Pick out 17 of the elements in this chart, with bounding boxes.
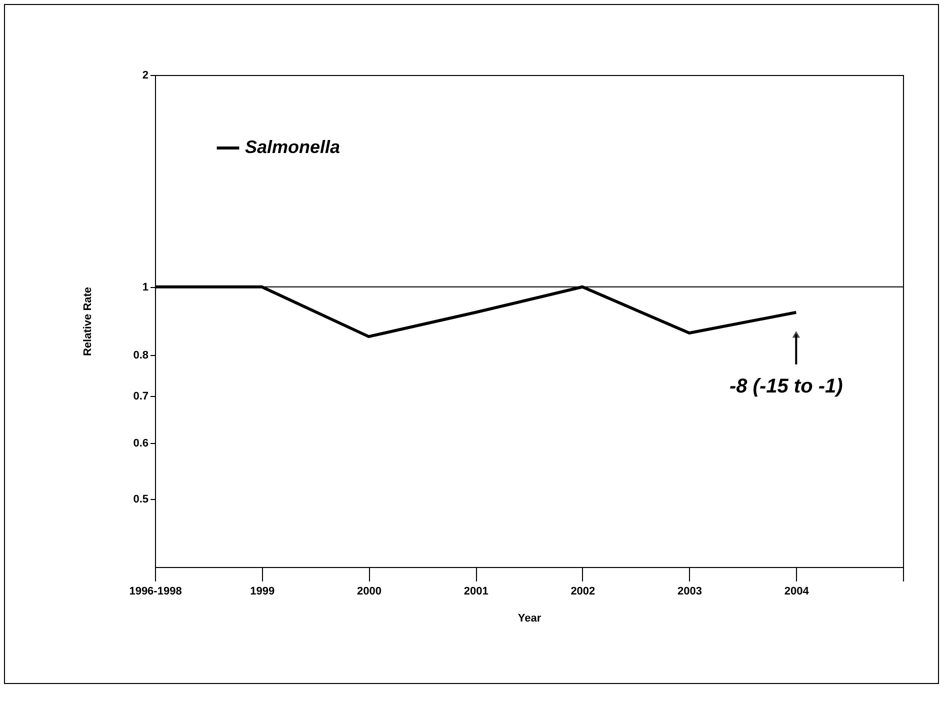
x-tick-label: 2002	[570, 586, 596, 598]
y-tick-label: 0.8	[133, 350, 148, 362]
x-tick-label: 2004	[784, 586, 810, 598]
y-axis-title: Relative Rate	[82, 286, 94, 356]
annotation: -8 (-15 to -1)	[729, 375, 844, 398]
y-tick-label: 0.5	[133, 493, 148, 506]
x-axis-title: Year	[518, 612, 542, 624]
legend-label: Salmonella	[245, 137, 340, 157]
x-tick-label: 2001	[464, 586, 488, 598]
x-tick-label: 1996-1998	[129, 586, 182, 598]
x-tick-label: 2003	[678, 586, 702, 598]
y-tick-label: 2	[142, 70, 148, 82]
x-tick-label: 2000	[356, 586, 382, 598]
y-tick-label: 0.6	[133, 438, 148, 450]
y-tick-label: 1	[142, 281, 148, 294]
y-tick-label: 0.7	[133, 390, 148, 402]
x-tick-label: 1999	[250, 586, 275, 598]
